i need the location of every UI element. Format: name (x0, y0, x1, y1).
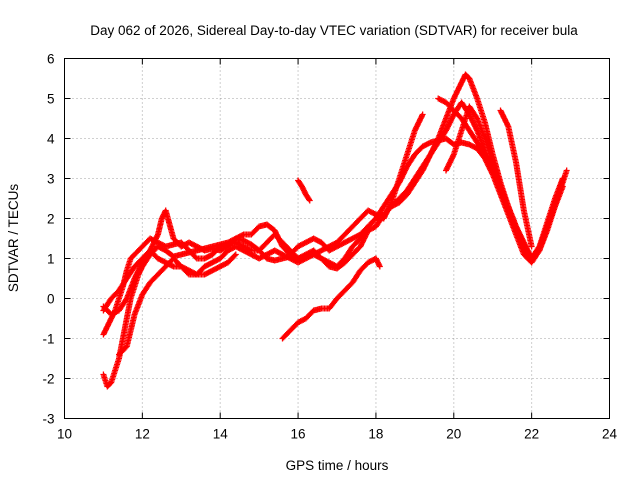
chart-title: Day 062 of 2026, Sidereal Day-to-day VTE… (90, 23, 578, 38)
data-point (232, 251, 239, 258)
x-tick-label: 20 (446, 427, 461, 442)
data-point (239, 232, 246, 239)
series-track-2 (100, 71, 566, 338)
y-tick-label: -2 (42, 372, 54, 387)
x-tick-label: 22 (524, 427, 539, 442)
series-track-9 (435, 95, 496, 170)
data-point (489, 163, 496, 170)
plot-frame (64, 58, 610, 419)
data-point (231, 252, 238, 259)
y-tick-label: 3 (47, 172, 55, 187)
y-tick-label: 6 (47, 52, 55, 67)
data-point (192, 254, 199, 261)
data-point (169, 262, 176, 269)
data-point (488, 162, 495, 169)
series-track-6 (279, 255, 383, 342)
x-tick-label: 18 (368, 427, 383, 442)
x-tick-label: 12 (135, 427, 150, 442)
y-tick-label: 1 (47, 252, 55, 267)
x-tick-label: 10 (57, 427, 72, 442)
x-tick-label: 24 (602, 427, 618, 442)
data-point (559, 175, 566, 182)
x-axis-label: GPS time / hours (286, 458, 389, 473)
data-point (419, 111, 426, 118)
series-track-5 (116, 251, 239, 358)
x-tick-label: 16 (291, 427, 306, 442)
data-point (528, 243, 535, 250)
data-point (376, 263, 383, 270)
data-point (306, 197, 313, 204)
y-tick-label: 2 (47, 212, 55, 227)
data-point (305, 196, 312, 203)
y-axis-label: SDTVAR / TECUs (6, 184, 21, 293)
data-series (100, 71, 570, 390)
series-track-7 (295, 177, 313, 204)
y-tick-label: 4 (47, 132, 55, 147)
series-track-8 (443, 103, 566, 262)
y-tick-label: 0 (47, 292, 55, 307)
x-tick-label: 14 (213, 427, 229, 442)
y-tick-label: 5 (47, 92, 55, 107)
y-tick-label: -3 (42, 412, 54, 427)
y-tick-label: -1 (42, 332, 54, 347)
series-track-3 (100, 99, 566, 314)
series-track-10 (497, 107, 535, 250)
data-point (563, 167, 570, 174)
data-point (192, 270, 199, 277)
